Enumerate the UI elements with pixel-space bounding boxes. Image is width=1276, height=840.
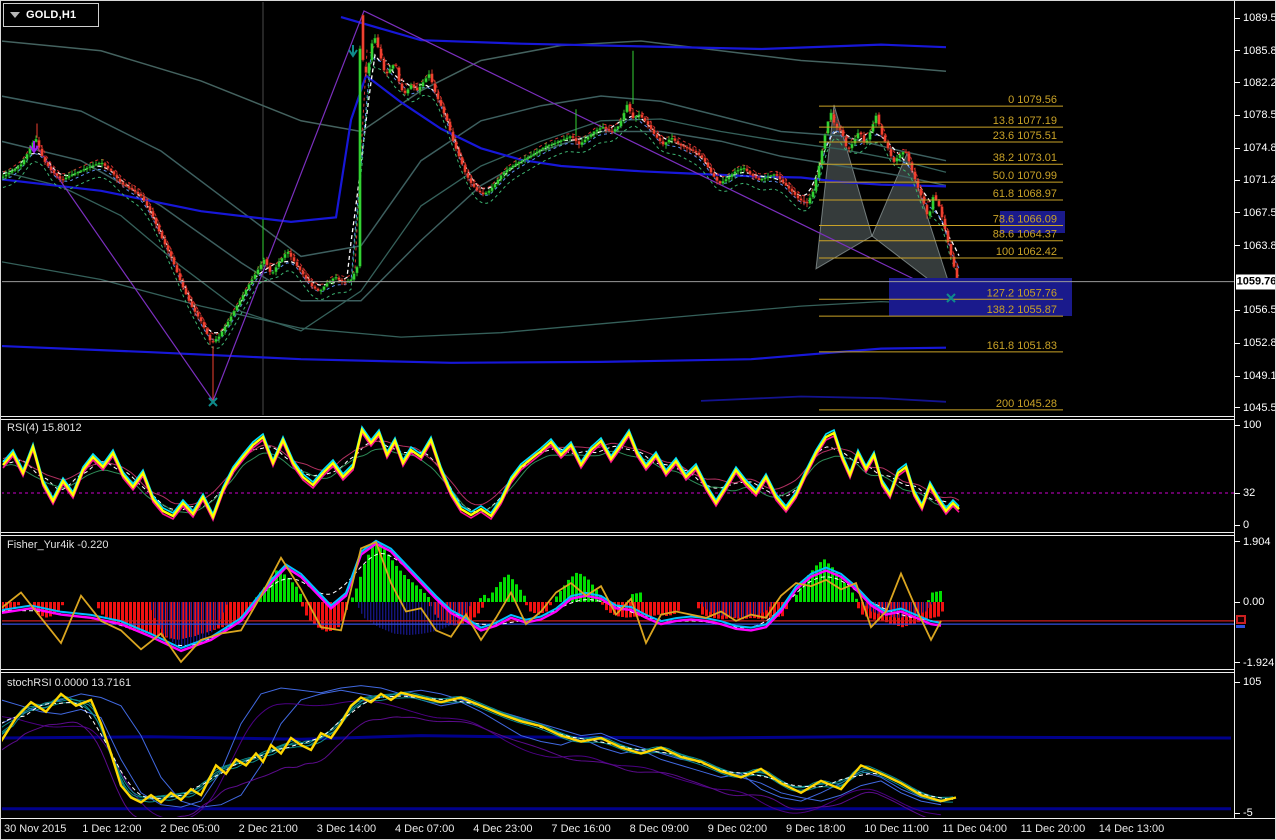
time-label: 11 Dec 20:00 [1020,823,1086,835]
fib-label: 13.8 1077.19 [993,115,1057,127]
axis-tick-mark [1235,212,1240,214]
stoch-scale-label: 105 [1243,676,1262,688]
fib-label: 200 1045.28 [996,398,1057,410]
time-label: 3 Dec 14:00 [316,823,377,835]
axis-tick-mark [1235,342,1240,344]
pane-separator [1,419,1234,420]
harmonic-pattern [871,152,955,301]
arrow-down-icon [29,141,39,154]
price-tick: 1063.80 [1243,239,1275,252]
axis-tick-mark [1235,179,1240,181]
time-label: 11 Dec 04:00 [942,823,1008,835]
time-label: 10 Dec 11:00 [864,823,929,835]
fisher-scale-label: 0.00 [1243,596,1265,608]
fib-label: 161.8 1051.83 [987,340,1057,352]
arrow-down-icon [348,45,358,58]
pane-separator [1,672,1234,673]
symbol-title: GOLD,H1 [26,9,77,21]
harmonic-pattern [815,104,873,270]
fisher-scale-label: 1.904 [1243,535,1271,548]
fib-label: 127.2 1057.76 [987,287,1057,299]
time-label: 30 Nov 2015 [4,823,67,835]
stoch-scale-label: -5 [1243,807,1253,819]
price-axis[interactable]: 1089.50 1085.80 1082.20 1078.50 1074.80 1071.… [1234,1,1276,819]
rsi-scale-label: 32 [1243,487,1256,499]
fib-label: 138.2 1055.87 [987,304,1057,316]
time-label: 4 Dec 23:00 [473,823,533,835]
main-price-pane[interactable]: 0 1079.56 13.8 1077.19 23.6 1075.51 38.2 10… [1,2,1234,415]
axis-tick-mark [1235,17,1240,19]
fib-label: 78.6 1066.09 [993,214,1057,226]
fib-label: 38.2 1073.01 [993,152,1057,164]
stoch-pane-label: stochRSI 0.0000 13.7161 [7,677,132,689]
time-label: 4 Dec 07:00 [395,823,455,835]
stoch-pane[interactable] [1,685,1232,822]
fisher-current-marker-blue [1236,625,1245,629]
price-tick: 1082.20 [1243,76,1275,89]
price-tick: 1045.50 [1243,401,1275,414]
pane-separator[interactable] [1,669,1234,670]
rsi-pane[interactable] [1,425,1234,523]
axis-tick-mark [1235,114,1240,116]
price-tick: 1056.50 [1243,304,1275,317]
fib-label: 0 1079.56 [1008,94,1057,106]
time-label: 8 Dec 09:00 [629,823,689,835]
pane-separator [1,535,1234,536]
axis-tick-mark [1235,424,1240,426]
axis-tick-mark [1235,524,1240,526]
axis-tick-mark [1235,681,1240,683]
symbol-title-box[interactable]: GOLD,H1 [3,3,99,27]
fib-label: 88.6 1064.37 [993,229,1057,241]
rsi-pane-label: RSI(4) 15.8012 [7,422,82,434]
time-label: 9 Dec 02:00 [707,823,768,835]
triangle-down-icon[interactable] [10,12,20,18]
axis-tick-mark [1235,82,1240,84]
axis-tick-mark [1235,812,1240,814]
axis-tick-mark [1235,245,1240,247]
price-tick: 1078.50 [1243,109,1275,122]
time-label: 2 Dec 21:00 [238,823,298,835]
axis-tick-mark [1235,492,1240,494]
axis-tick-mark [1235,601,1240,603]
price-tick: 1049.10 [1243,370,1275,383]
axis-tick-mark [1235,375,1240,377]
axis-tick-mark [1235,407,1240,409]
pane-separator [1,818,1275,819]
price-tick: 1067.50 [1243,206,1275,219]
selection-highlight [889,278,1072,316]
selection-highlight [1000,211,1065,233]
fisher-current-marker [1236,615,1246,625]
time-label: 2 Dec 05:00 [160,823,220,835]
time-label: 1 Dec 12:00 [82,823,142,835]
time-axis[interactable]: 30 Nov 2015 1 Dec 12:00 2 Dec 05:00 2 Dec 2… [1,819,1234,839]
axis-tick-mark [1235,309,1240,311]
time-label: 14 Dec 13:00 [1098,823,1165,835]
price-tick: 1089.50 [1243,12,1275,24]
axis-tick-mark [1235,50,1240,52]
rsi-scale-label: 100 [1243,419,1262,431]
fisher-pane-label: Fisher_Yur4ik -0.220 [7,539,109,551]
pane-separator[interactable] [1,532,1234,533]
price-tick: 1085.80 [1243,44,1275,57]
fib-label: 61.8 1068.97 [993,188,1057,200]
time-label: 9 Dec 18:00 [786,823,846,835]
axis-tick-mark [1235,147,1240,149]
axis-tick-mark [1235,541,1240,543]
rsi-scale-label: 0 [1243,519,1250,531]
current-price-tag: 1059.76 [1236,274,1276,290]
pane-separator[interactable] [1,416,1234,417]
fisher-pane[interactable] [1,539,1234,664]
price-tick: 1074.80 [1243,142,1275,155]
fib-label: 23.6 1075.51 [993,130,1057,142]
time-label: 7 Dec 16:00 [551,823,611,835]
price-tick: 1071.20 [1243,174,1275,187]
fib-label: 100 1062.42 [996,246,1057,258]
fisher-scale-label: -1.924 [1243,656,1275,669]
fib-label: 50.0 1070.99 [993,170,1057,182]
axis-tick-mark [1235,662,1240,664]
price-tick: 1052.80 [1243,337,1275,350]
